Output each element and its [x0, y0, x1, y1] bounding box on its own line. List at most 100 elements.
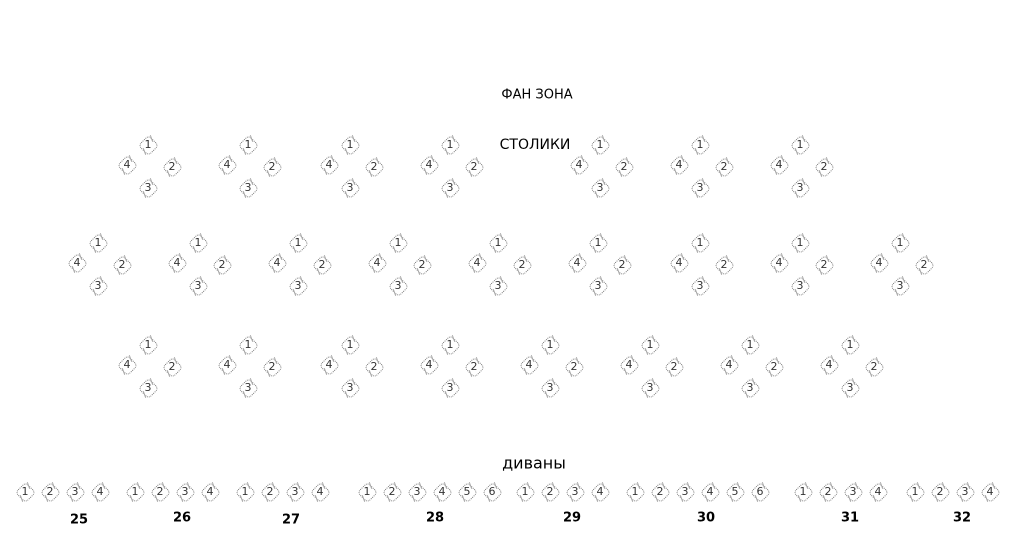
table-seat[interactable]: 4	[318, 154, 341, 177]
table-seat[interactable]: 3	[589, 177, 612, 200]
table-seat[interactable]: 3	[339, 177, 362, 200]
table-seat[interactable]: 4	[868, 252, 891, 275]
table-seat[interactable]: 1	[689, 134, 712, 157]
table-seat[interactable]: 4	[66, 252, 89, 275]
table-seat[interactable]: 3	[237, 377, 260, 400]
table-seat[interactable]: 2	[611, 254, 634, 277]
sofa-seat[interactable]: 2	[539, 481, 562, 504]
table-seat[interactable]: 4	[166, 252, 189, 275]
table-seat[interactable]: 1	[137, 334, 160, 357]
table-seat[interactable]: 1	[237, 134, 260, 157]
table-seat[interactable]: 4	[318, 354, 341, 377]
sofa-seat[interactable]: 2	[39, 481, 62, 504]
table-seat[interactable]: 3	[487, 275, 510, 298]
table-seat[interactable]: 4	[216, 154, 239, 177]
table-seat[interactable]: 2	[463, 156, 486, 179]
table-seat[interactable]: 4	[518, 354, 541, 377]
sofa-seat[interactable]: 3	[64, 481, 87, 504]
sofa-seat[interactable]: 3	[674, 481, 697, 504]
table-seat[interactable]: 4	[618, 354, 641, 377]
table-seat[interactable]: 2	[613, 156, 636, 179]
table-seat[interactable]: 4	[116, 354, 139, 377]
table-seat[interactable]: 4	[668, 252, 691, 275]
sofa-seat[interactable]: 3	[406, 481, 429, 504]
table-seat[interactable]: 2	[363, 356, 386, 379]
table-seat[interactable]: 1	[589, 134, 612, 157]
sofa-seat[interactable]: 2	[649, 481, 672, 504]
table-seat[interactable]: 1	[839, 334, 862, 357]
table-seat[interactable]: 3	[739, 377, 762, 400]
sofa-seat[interactable]: 3	[284, 481, 307, 504]
table-seat[interactable]: 1	[439, 134, 462, 157]
table-seat[interactable]: 4	[116, 154, 139, 177]
table-seat[interactable]: 4	[366, 252, 389, 275]
sofa-seat[interactable]: 1	[792, 481, 815, 504]
sofa-seat[interactable]: 3	[842, 481, 865, 504]
table-seat[interactable]: 2	[111, 254, 134, 277]
table-seat[interactable]: 1	[137, 134, 160, 157]
sofa-seat[interactable]: 6	[481, 481, 504, 504]
table-seat[interactable]: 2	[763, 356, 786, 379]
table-seat[interactable]: 3	[87, 275, 110, 298]
table-seat[interactable]: 3	[689, 177, 712, 200]
table-seat[interactable]: 1	[889, 232, 912, 255]
table-seat[interactable]: 1	[387, 232, 410, 255]
table-seat[interactable]: 2	[261, 156, 284, 179]
table-seat[interactable]: 2	[261, 356, 284, 379]
table-seat[interactable]: 3	[639, 377, 662, 400]
table-seat[interactable]: 1	[87, 232, 110, 255]
table-seat[interactable]: 3	[137, 377, 160, 400]
table-seat[interactable]: 1	[789, 232, 812, 255]
table-seat[interactable]: 4	[216, 354, 239, 377]
table-seat[interactable]: 2	[411, 254, 434, 277]
sofa-seat[interactable]: 1	[124, 481, 147, 504]
table-seat[interactable]: 2	[813, 156, 836, 179]
table-seat[interactable]: 4	[466, 252, 489, 275]
table-seat[interactable]: 1	[339, 334, 362, 357]
table-seat[interactable]: 1	[187, 232, 210, 255]
table-seat[interactable]: 3	[187, 275, 210, 298]
table-seat[interactable]: 2	[813, 254, 836, 277]
table-seat[interactable]: 3	[439, 377, 462, 400]
sofa-seat[interactable]: 2	[929, 481, 952, 504]
table-seat[interactable]: 2	[363, 156, 386, 179]
sofa-seat[interactable]: 4	[699, 481, 722, 504]
table-seat[interactable]: 1	[739, 334, 762, 357]
table-seat[interactable]: 2	[161, 156, 184, 179]
sofa-seat[interactable]: 5	[456, 481, 479, 504]
table-seat[interactable]: 3	[789, 177, 812, 200]
table-seat[interactable]: 4	[718, 354, 741, 377]
table-seat[interactable]: 2	[913, 254, 936, 277]
sofa-seat[interactable]: 4	[589, 481, 612, 504]
table-seat[interactable]: 4	[768, 154, 791, 177]
sofa-seat[interactable]: 2	[259, 481, 282, 504]
table-seat[interactable]: 4	[768, 252, 791, 275]
table-seat[interactable]: 2	[161, 356, 184, 379]
table-seat[interactable]: 3	[789, 275, 812, 298]
table-seat[interactable]: 4	[818, 354, 841, 377]
table-seat[interactable]: 4	[668, 154, 691, 177]
table-seat[interactable]: 2	[211, 254, 234, 277]
table-seat[interactable]: 1	[539, 334, 562, 357]
sofa-seat[interactable]: 2	[149, 481, 172, 504]
sofa-seat[interactable]: 4	[979, 481, 1002, 504]
table-seat[interactable]: 2	[863, 356, 886, 379]
table-seat[interactable]: 1	[237, 334, 260, 357]
table-seat[interactable]: 3	[137, 177, 160, 200]
sofa-seat[interactable]: 4	[89, 481, 112, 504]
sofa-seat[interactable]: 6	[749, 481, 772, 504]
table-seat[interactable]: 1	[287, 232, 310, 255]
table-seat[interactable]: 1	[789, 134, 812, 157]
table-seat[interactable]: 3	[539, 377, 562, 400]
table-seat[interactable]: 4	[568, 154, 591, 177]
table-seat[interactable]: 1	[487, 232, 510, 255]
table-seat[interactable]: 1	[689, 232, 712, 255]
table-seat[interactable]: 3	[587, 275, 610, 298]
sofa-seat[interactable]: 4	[431, 481, 454, 504]
table-seat[interactable]: 2	[463, 356, 486, 379]
table-seat[interactable]: 2	[713, 254, 736, 277]
table-seat[interactable]: 4	[418, 354, 441, 377]
sofa-seat[interactable]: 3	[564, 481, 587, 504]
table-seat[interactable]: 2	[311, 254, 334, 277]
sofa-seat[interactable]: 1	[234, 481, 257, 504]
